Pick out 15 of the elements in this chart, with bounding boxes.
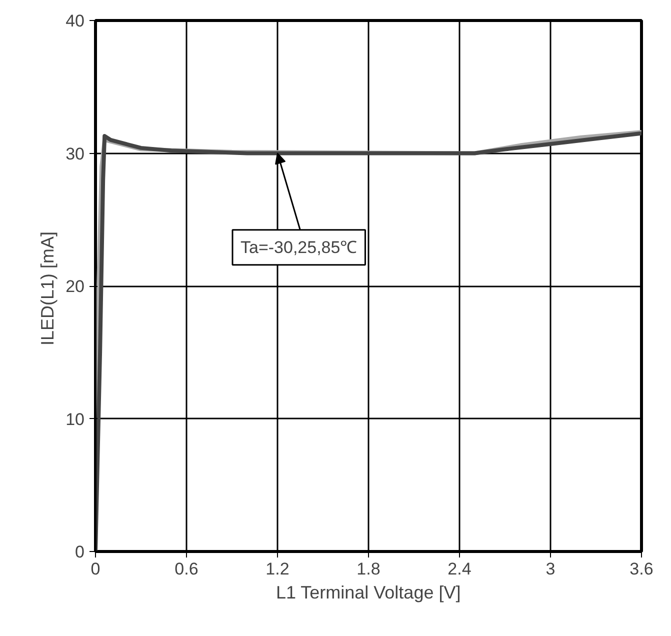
x-tick-label: 1.8 (356, 560, 380, 578)
y-axis-title: ILED(L1) [mA] (38, 231, 58, 346)
x-tick-label: 3.6 (630, 560, 654, 578)
x-tick-label: 0.6 (174, 560, 198, 578)
x-tick-label: 3 (546, 560, 556, 578)
y-tick-label: 10 (66, 410, 85, 429)
y-tick-label: 40 (66, 12, 85, 30)
x-tick-label: 1.2 (266, 560, 290, 578)
x-axis-title: L1 Terminal Voltage [V] (276, 582, 461, 602)
annotation: Ta=-30,25,85℃ (240, 238, 358, 257)
y-tick-label: 20 (66, 277, 85, 296)
x-tick-label: 2.4 (448, 560, 472, 578)
y-tick-label: 0 (75, 542, 85, 562)
x-tick-label: 0 (90, 560, 100, 578)
y-tick-label: 30 (66, 144, 85, 164)
